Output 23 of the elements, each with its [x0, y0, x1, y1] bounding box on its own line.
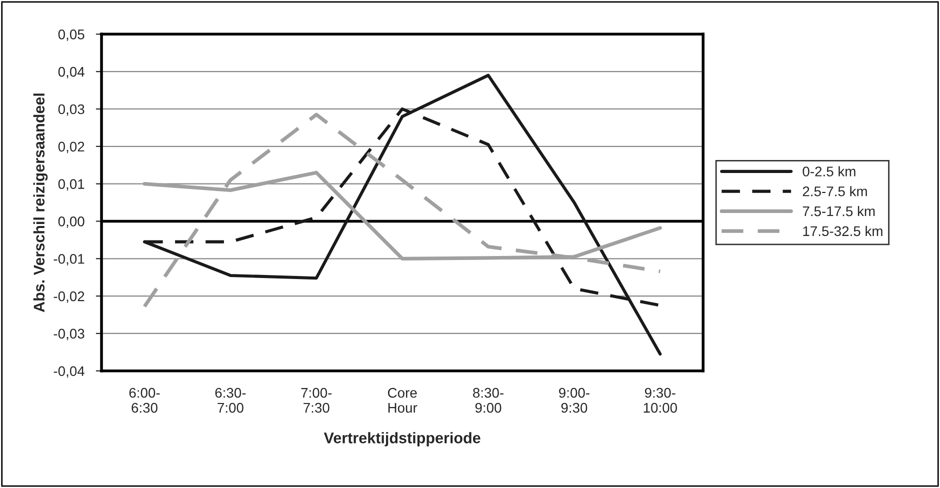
y-tick-label: -0,04: [54, 366, 84, 378]
x-tick-label: 9:00- 9:30: [559, 388, 590, 413]
y-tick-label: -0,03: [54, 328, 84, 340]
x-tick-label: 6:30- 7:00: [215, 388, 246, 413]
y-axis-title: Abs. Verschil reizigersaandeel: [33, 94, 48, 312]
legend-label: 2.5-7.5 km: [802, 186, 867, 196]
y-tick-label: 0,00: [58, 216, 84, 228]
legend-label: 0-2.5 km: [802, 166, 856, 176]
y-tick-label: 0,03: [58, 104, 84, 116]
y-tick-label: -0,02: [54, 291, 84, 303]
y-tick-label: -0,01: [54, 254, 84, 266]
x-axis-title: Vertrektijdstipperiode: [324, 432, 480, 446]
x-tick-label: 6:00- 6:30: [129, 388, 160, 413]
x-tick-label: 7:00- 7:30: [301, 388, 332, 413]
y-tick-label: 0,02: [58, 142, 84, 154]
y-tick-label: 0,05: [58, 29, 84, 41]
x-tick-label: 9:30- 10:00: [644, 388, 677, 413]
legend-label: 7.5-17.5 km: [802, 206, 875, 216]
legend-label: 17.5-32.5 km: [803, 226, 882, 236]
y-tick-label: 0,01: [58, 179, 84, 191]
y-tick-label: 0,04: [58, 66, 84, 78]
x-tick-label: 8:30- 9:00: [473, 388, 504, 413]
x-tick-label: Core Hour: [388, 388, 418, 413]
